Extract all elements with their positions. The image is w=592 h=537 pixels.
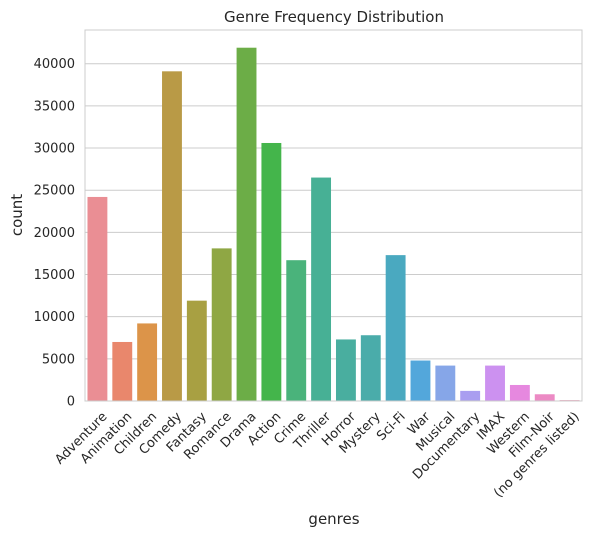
y-tick-label: 30000 [34,142,75,157]
x-tick-labels: AdventureAnimationChildrenComedyFantasyR… [52,409,582,501]
bar-film-noir [534,394,555,401]
bar-western [509,384,530,401]
x-tick-label: Sci-Fi [374,409,409,444]
y-tick-label: 20000 [34,226,75,241]
bar-romance [211,248,232,401]
y-axis-label: count [8,194,26,236]
bar-children [137,323,158,401]
bar-action [261,142,282,401]
bar-comedy [162,71,182,401]
bar-thriller [311,177,332,401]
bar-animation [112,341,133,401]
grid-lines [85,63,582,402]
bar-sci-fi [385,255,406,401]
y-tick-label: 15000 [34,268,75,283]
bar-fantasy [186,300,207,401]
bar-war [410,360,431,401]
bar-adventure [87,196,108,401]
bar-musical [435,365,456,401]
x-axis-label: genres [308,510,359,528]
y-tick-label: 5000 [42,352,75,367]
y-tick-label: 10000 [34,310,75,325]
y-tick-label: 25000 [34,184,75,199]
y-tick-labels: 0 5000 10000 15000 20000 25000 30000 35000 40000 [34,57,75,409]
bars [87,47,580,401]
plot-frame [84,29,583,402]
y-tick-label: 0 [67,395,75,410]
y-tick-label: 40000 [34,57,75,72]
chart-title: Genre Frequency Distribution [224,8,444,26]
bar-documentary [460,390,481,401]
bar-crime [286,260,307,401]
bar-drama [236,47,257,401]
bar-mystery [360,335,381,401]
bar-horror [335,339,356,401]
y-tick-label: 35000 [34,99,75,114]
bar-imax [485,365,505,401]
